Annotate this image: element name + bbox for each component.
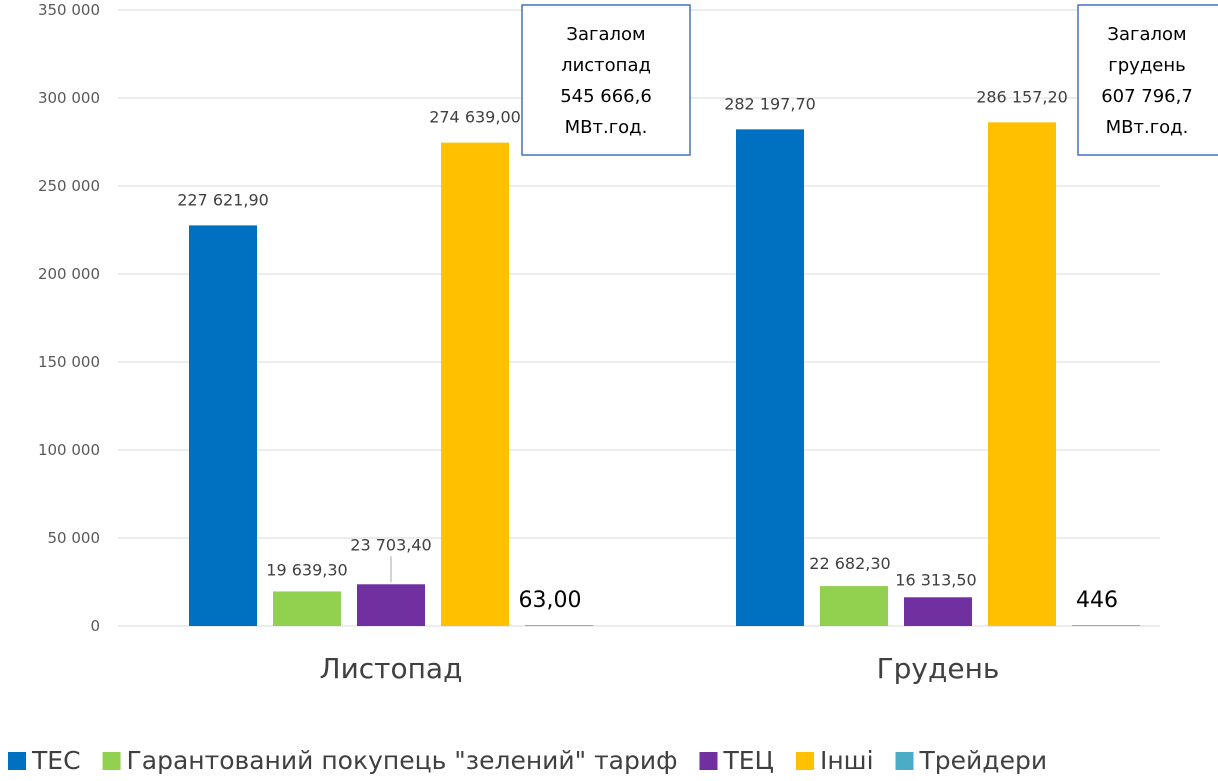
legend-swatch — [102, 752, 121, 770]
legend-item: ТЕС — [8, 746, 81, 775]
data-label: 282 197,70 — [724, 94, 816, 113]
callout-line: 607 796,7 — [1101, 86, 1193, 107]
y-tick-label: 50 000 — [48, 529, 101, 547]
legend-item: Трейдери — [895, 746, 1048, 775]
data-label: 23 703,40 — [350, 535, 431, 554]
legend-label: Трейдери — [919, 746, 1048, 775]
callout-line: грудень — [1108, 55, 1185, 76]
bar — [820, 586, 888, 626]
data-label: 227 621,90 — [177, 190, 269, 209]
callout-line: листопад — [561, 55, 651, 76]
callout-box — [521, 4, 691, 156]
data-label: 22 682,30 — [809, 554, 890, 573]
bar — [988, 122, 1056, 626]
y-tick-label: 150 000 — [38, 353, 100, 371]
bar — [525, 625, 593, 626]
legend-item: Інші — [795, 746, 874, 775]
data-label: 19 639,30 — [266, 560, 347, 579]
legend-label: ТЕЦ — [722, 746, 773, 775]
callout-line: МВт.год. — [565, 117, 648, 138]
bar — [1072, 625, 1140, 626]
data-label: 286 157,20 — [976, 87, 1068, 106]
legend-item: ТЕЦ — [699, 746, 774, 775]
bar — [189, 225, 257, 627]
bars — [189, 122, 1140, 627]
x-category-label: Листопад — [320, 652, 463, 685]
legend-label: Гарантований покупець "зелений" тариф — [127, 746, 678, 775]
callout-line: МВт.год. — [1106, 117, 1189, 138]
legend-swatch — [795, 752, 814, 770]
legend-item: Гарантований покупець "зелений" тариф — [102, 746, 678, 775]
legend-swatch — [8, 752, 26, 770]
data-label: 16 313,50 — [895, 570, 976, 589]
y-axis-tick-labels: 0 50 000 100 000 150 000 200 000 250 000 300 0… — [38, 1, 100, 635]
callout-box — [1077, 4, 1218, 156]
callout-line: Загалом — [566, 24, 645, 45]
total-callout: Загалом грудень 607 796,7 МВт.год. — [1077, 4, 1218, 156]
legend-swatch — [699, 752, 718, 770]
y-tick-label: 250 000 — [38, 177, 100, 195]
legend-label: ТЕС — [31, 746, 81, 775]
bar — [273, 591, 341, 626]
data-label: 446 — [1076, 588, 1118, 613]
bar — [441, 142, 509, 626]
legend-label: Інші — [820, 746, 874, 775]
y-tick-label: 100 000 — [38, 441, 100, 459]
x-category-label: Грудень — [877, 652, 1000, 685]
bar — [904, 597, 972, 626]
data-label: 63,00 — [519, 588, 582, 613]
legend-swatch — [895, 752, 914, 770]
y-tick-label: 200 000 — [38, 265, 100, 283]
y-tick-label: 0 — [90, 617, 100, 635]
callout-line: 545 666,6 — [560, 86, 652, 107]
x-axis-category-labels: Листопад Грудень — [320, 652, 1000, 685]
callout-line: Загалом — [1107, 24, 1186, 45]
data-label: 274 639,00 — [429, 108, 521, 127]
y-tick-label: 300 000 — [38, 89, 100, 107]
bar — [357, 584, 425, 626]
total-callouts: Загалом листопад 545 666,6 МВт.год. Загалом г… — [521, 4, 1218, 156]
y-tick-label: 350 000 — [38, 1, 100, 19]
bar — [736, 129, 804, 627]
legend: ТЕС Гарантований покупець "зелений" тариф… — [8, 746, 1047, 775]
total-callout: Загалом листопад 545 666,6 МВт.год. — [521, 4, 691, 156]
